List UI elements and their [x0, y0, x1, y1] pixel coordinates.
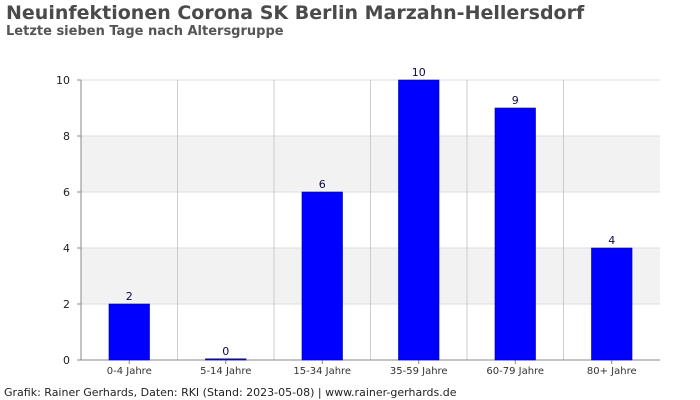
data-label: 6: [319, 178, 326, 191]
y-tick-label: 0: [63, 354, 70, 367]
grid-lines: [81, 79, 660, 361]
x-tick-label: 0-4 Jahre: [107, 366, 152, 377]
y-tick-labels: 0 2 4 6 8 10: [56, 74, 70, 367]
bar: [108, 303, 150, 361]
y-tick-label: 10: [56, 74, 70, 87]
y-tick-label: 2: [63, 298, 70, 311]
bars: [108, 79, 633, 361]
data-label: 2: [126, 290, 133, 303]
x-tick-label: 5-14 Jahre: [200, 366, 251, 377]
footer-credit: Grafik: Rainer Gerhards, Daten: RKI (Sta…: [4, 386, 457, 399]
y-tick-label: 8: [63, 130, 70, 143]
data-label: 4: [608, 234, 615, 247]
bar: [591, 247, 633, 361]
bar: [301, 191, 343, 361]
chart-subtitle: Letzte sieben Tage nach Altersgruppe: [6, 24, 284, 39]
x-tick-label: 15-34 Jahre: [293, 366, 351, 377]
x-tick-label: 80+ Jahre: [587, 366, 637, 377]
bar: [398, 79, 440, 361]
x-tick-label: 35-59 Jahre: [390, 366, 448, 377]
y-tick-label: 6: [63, 186, 70, 199]
data-label: 9: [512, 94, 519, 107]
x-tick-labels: 0-4 Jahre 5-14 Jahre 15-34 Jahre 35-59 Jahr…: [107, 366, 637, 377]
chart-title: Neuinfektionen Corona SK Berlin Marzahn-…: [6, 2, 585, 24]
bar: [205, 358, 247, 361]
data-label: 0: [222, 345, 229, 358]
axes: [77, 79, 660, 364]
y-tick-label: 4: [63, 242, 70, 255]
bar: [494, 107, 536, 361]
data-label: 10: [412, 66, 426, 79]
data-labels: 2 0 6 10 9 4: [126, 66, 616, 358]
x-tick-label: 60-79 Jahre: [486, 366, 544, 377]
